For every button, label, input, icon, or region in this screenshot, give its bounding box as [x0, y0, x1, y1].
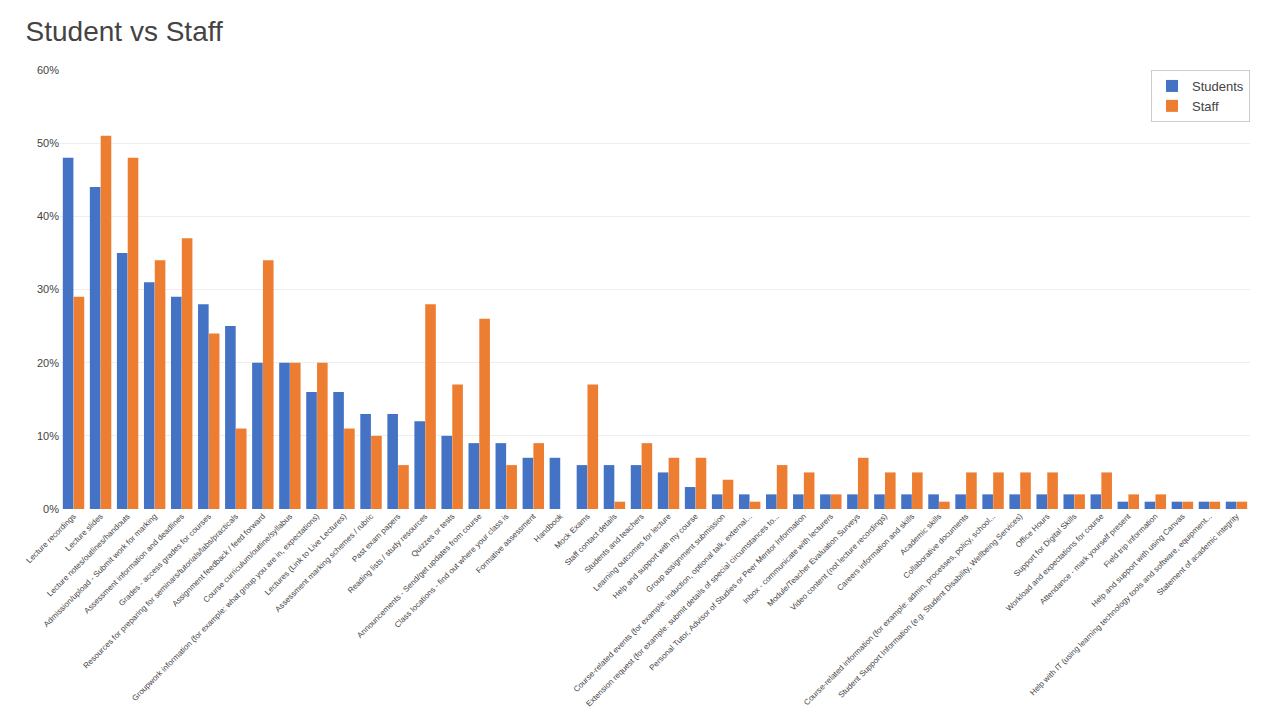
svg-text:Course-related information (fo: Course-related information (for example:… — [802, 512, 997, 707]
svg-text:Attendance - mark yourself pre: Attendance - mark yourself present — [1038, 511, 1133, 606]
svg-text:Assignment feedback / feed for: Assignment feedback / feed forward — [170, 512, 267, 609]
svg-text:Formative assessment: Formative assessment — [474, 511, 538, 575]
svg-text:10%: 10% — [37, 430, 59, 442]
svg-text:Mock Exams: Mock Exams — [553, 512, 592, 551]
svg-text:Learning outcomes for lecture: Learning outcomes for lecture — [592, 511, 674, 593]
svg-text:Student Support Information (e: Student Support Information (e.g. Studen… — [836, 512, 1024, 700]
svg-text:Past exam papers: Past exam papers — [350, 512, 402, 564]
svg-text:Course-related events (for exa: Course-related events (for example: indu… — [572, 512, 754, 694]
svg-text:Inbox - communicate with lectu: Inbox - communicate with lecturers — [741, 512, 835, 606]
svg-text:20%: 20% — [37, 357, 59, 369]
svg-text:Students: Students — [1192, 79, 1244, 94]
svg-text:Staff contact details: Staff contact details — [563, 512, 619, 568]
svg-text:Workload and expectations for: Workload and expectations for course — [1004, 511, 1106, 613]
svg-text:40%: 40% — [37, 210, 59, 222]
svg-text:Field trip information: Field trip information — [1102, 512, 1160, 570]
svg-text:50%: 50% — [37, 137, 59, 149]
svg-text:Student vs Staff: Student vs Staff — [26, 16, 223, 47]
svg-text:Module/Teacher Evaluation Surv: Module/Teacher Evaluation Surveys — [765, 512, 862, 609]
svg-text:Reading lists / study resource: Reading lists / study resources — [346, 512, 429, 595]
svg-text:Collaborative documents: Collaborative documents — [902, 512, 971, 581]
svg-text:0%: 0% — [43, 503, 59, 515]
svg-text:60%: 60% — [37, 64, 59, 76]
svg-text:Grades - access grades for cou: Grades - access grades for courses — [117, 512, 213, 608]
svg-text:Extension request (for example: Extension request (for example: submit d… — [584, 512, 781, 709]
svg-text:Support for Digital Skills: Support for Digital Skills — [1012, 512, 1078, 578]
svg-text:Help and support with my cours: Help and support with my course — [611, 511, 700, 600]
svg-text:Staff: Staff — [1192, 99, 1219, 114]
svg-text:Lectures (Link to Live Lecture: Lectures (Link to Live Lectures) — [263, 512, 349, 598]
svg-text:Video content (not lecture rec: Video content (not lecture recordings) — [789, 512, 890, 613]
svg-text:Careers information and skills: Careers information and skills — [835, 512, 916, 593]
svg-text:Lecture notes/outlines/handout: Lecture notes/outlines/handouts — [45, 512, 132, 599]
svg-text:Handbook: Handbook — [532, 511, 565, 544]
svg-text:Class locations - find out whe: Class locations - find out where your cl… — [393, 512, 511, 630]
svg-text:30%: 30% — [37, 283, 59, 295]
svg-text:Academic skills: Academic skills — [898, 512, 943, 557]
svg-text:Personal Tutor, Advisor of Stu: Personal Tutor, Advisor of Studies or Pe… — [648, 512, 808, 672]
svg-text:Office Hours: Office Hours — [1014, 512, 1052, 550]
svg-text:Course curriculum/outline/syll: Course curriculum/outline/syllabus — [202, 512, 295, 605]
svg-text:Assessment information and dea: Assessment information and deadlines — [82, 512, 186, 616]
svg-text:Group assignment submission: Group assignment submission — [644, 512, 726, 594]
svg-text:Lecture recordings: Lecture recordings — [25, 512, 78, 565]
svg-text:Help with IT (using learning t: Help with IT (using learning technology … — [1028, 512, 1213, 697]
svg-text:Help and support with using Ca: Help and support with using Canvas — [1090, 512, 1187, 609]
svg-text:Resources for preparing for se: Resources for preparing for seminars/tut… — [82, 512, 241, 671]
svg-text:Lecture slides: Lecture slides — [64, 512, 105, 553]
svg-text:Students and teachers: Students and teachers — [583, 512, 646, 575]
svg-text:Admission/upload - Submit work: Admission/upload - Submit work for marki… — [42, 512, 159, 629]
svg-text:Quizzes or tests: Quizzes or tests — [409, 512, 456, 559]
svg-text:Groupwork information (for exa: Groupwork information (for example: what… — [130, 512, 321, 703]
svg-text:Assessment marking schemes / r: Assessment marking schemes / rubric — [273, 512, 375, 614]
svg-text:Statement of academic integrit: Statement of academic integrity — [1155, 512, 1241, 598]
svg-text:Announcements - Send/get updat: Announcements - Send/get updates from co… — [355, 511, 483, 639]
